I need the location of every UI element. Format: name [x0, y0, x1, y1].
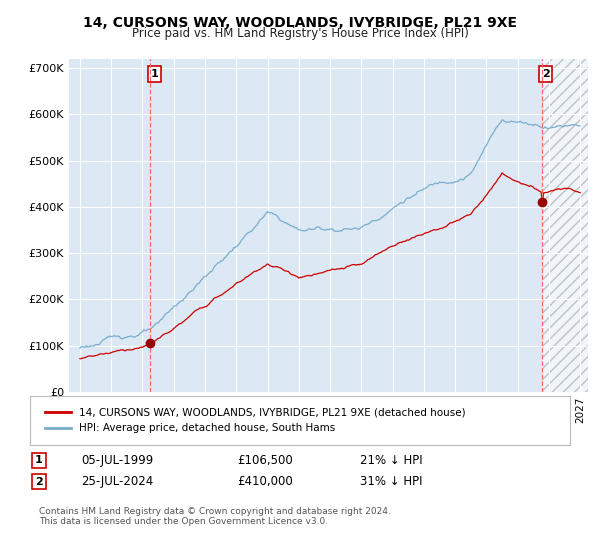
Legend: 14, CURSONS WAY, WOODLANDS, IVYBRIDGE, PL21 9XE (detached house), HPI: Average p: 14, CURSONS WAY, WOODLANDS, IVYBRIDGE, P…	[41, 404, 470, 437]
Bar	[542, 45, 588, 392]
Text: 14, CURSONS WAY, WOODLANDS, IVYBRIDGE, PL21 9XE: 14, CURSONS WAY, WOODLANDS, IVYBRIDGE, P…	[83, 16, 517, 30]
Text: £410,000: £410,000	[237, 475, 293, 488]
Text: Contains HM Land Registry data © Crown copyright and database right 2024.
This d: Contains HM Land Registry data © Crown c…	[39, 507, 391, 526]
Text: 05-JUL-1999: 05-JUL-1999	[81, 454, 153, 467]
Text: Price paid vs. HM Land Registry's House Price Index (HPI): Price paid vs. HM Land Registry's House …	[131, 27, 469, 40]
Text: £106,500: £106,500	[237, 454, 293, 467]
Text: 31% ↓ HPI: 31% ↓ HPI	[360, 475, 422, 488]
Text: 25-JUL-2024: 25-JUL-2024	[81, 475, 153, 488]
Text: 1: 1	[151, 69, 158, 79]
Text: 1: 1	[35, 455, 43, 465]
Text: 2: 2	[542, 69, 550, 79]
Text: 2: 2	[35, 477, 43, 487]
Text: 21% ↓ HPI: 21% ↓ HPI	[360, 454, 422, 467]
